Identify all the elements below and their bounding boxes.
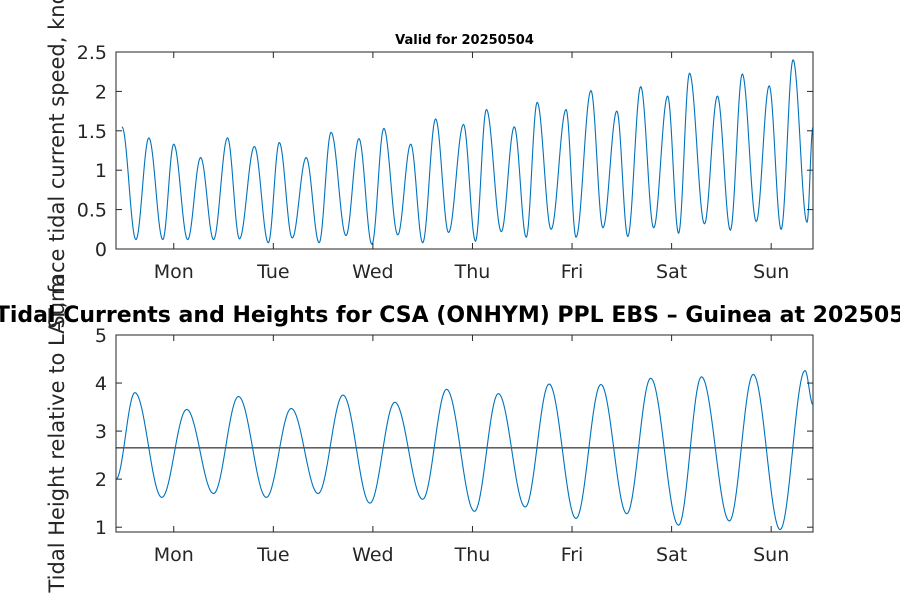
- tidal-height-series-line: [116, 369, 813, 531]
- tidal-height-panel: 1 2 3 4 5 Mon Tue Wed Thu Fri Sat Sun Tidal Height r…: [45, 274, 814, 594]
- tidal-height-ylabel: Tidal Height relative to LAT, m: [45, 274, 69, 593]
- y-tick-label: 2.5: [77, 42, 107, 64]
- x-tick-label: Thu: [454, 544, 491, 566]
- x-tick-label: Tue: [256, 544, 289, 566]
- y-tick-label: 2: [95, 81, 107, 103]
- x-tick-label: Sat: [656, 261, 687, 283]
- x-tick-label: Sat: [656, 544, 687, 566]
- y-tick-label: 1: [95, 160, 107, 182]
- y-tick-label: 4: [95, 373, 107, 395]
- current-speed-series-line: [121, 58, 813, 246]
- x-tick-label: Fri: [561, 261, 584, 283]
- current-speed-title: Valid for 20250504: [395, 33, 534, 48]
- y-tick-label: 2: [95, 469, 107, 491]
- x-tick-label: Mon: [154, 544, 194, 566]
- y-tick-label: 1.5: [77, 121, 107, 143]
- x-tick-label: Thu: [454, 261, 491, 283]
- figure-title: Tidal Currents and Heights for CSA (ONHY…: [0, 303, 900, 328]
- current-speed-panel: 0 0.5 1 1.5 2 2.5 Mon Tue Wed Thu Fri Sat Sun Valid f…: [45, 0, 814, 329]
- x-tick-label: Wed: [352, 261, 393, 283]
- x-tick-label: Sun: [753, 544, 789, 566]
- y-tick-label: 0.5: [77, 200, 107, 222]
- x-tick-label: Sun: [753, 261, 789, 283]
- x-tick-label: Fri: [561, 544, 584, 566]
- y-tick-label: 1: [95, 517, 107, 539]
- current-speed-axes: [115, 51, 814, 250]
- y-tick-label: 0: [95, 239, 107, 261]
- x-tick-label: Tue: [256, 261, 289, 283]
- x-tick-label: Wed: [352, 544, 393, 566]
- x-tick-label: Mon: [154, 261, 194, 283]
- tidal-height-axes: [115, 334, 814, 533]
- y-tick-label: 5: [95, 325, 107, 347]
- y-tick-label: 3: [95, 421, 107, 443]
- current-speed-ylabel: Surface tidal current speed, knots: [45, 0, 69, 329]
